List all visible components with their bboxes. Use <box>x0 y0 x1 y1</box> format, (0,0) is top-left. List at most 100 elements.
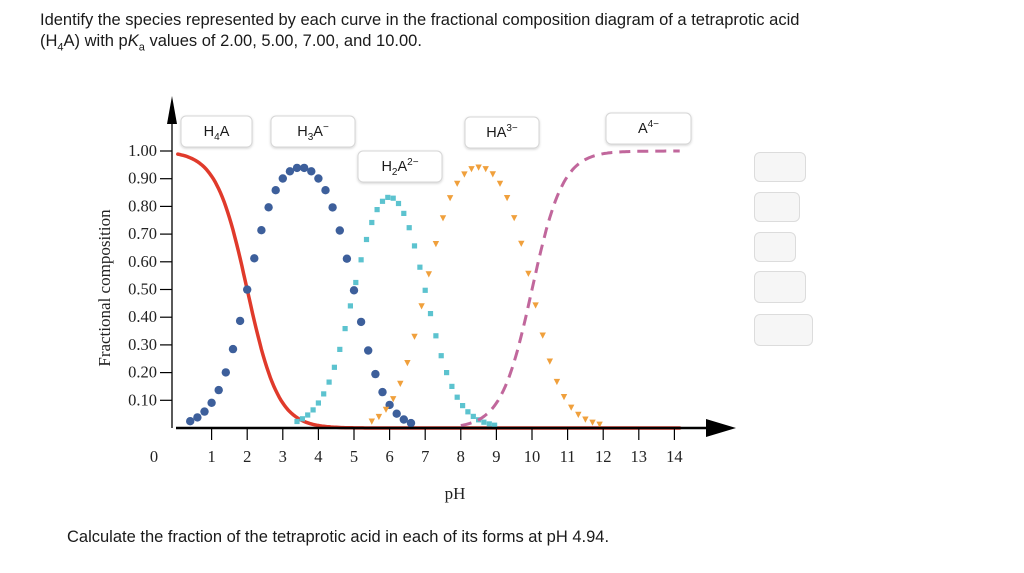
h3a-point <box>214 385 223 395</box>
label-box <box>357 150 443 183</box>
q-sub: 4 <box>57 41 64 54</box>
x-tick-label: 9 <box>492 447 500 466</box>
y-tick-label: 0.30 <box>128 335 157 354</box>
h3a-point <box>264 203 273 212</box>
y-tick-label: 0.40 <box>128 307 157 326</box>
h2a-point <box>358 257 364 263</box>
h2a-point <box>385 194 391 200</box>
ha-point <box>525 270 532 277</box>
ha-point <box>582 416 589 423</box>
h3a-point <box>257 226 266 235</box>
h3a-point <box>292 163 302 173</box>
q-sub: a <box>138 41 145 54</box>
y-tick-label: 0.50 <box>128 280 157 299</box>
h2a-point <box>369 219 375 226</box>
h3a-point <box>200 407 209 416</box>
h3a-point <box>335 226 344 235</box>
species-label-text: HA3− <box>486 123 518 141</box>
h3a-point <box>250 254 259 263</box>
h2a-point <box>390 195 396 201</box>
label-tail: A <box>220 124 230 140</box>
h3a-point <box>278 174 287 183</box>
x-tick-label: 1 <box>207 447 215 466</box>
h2a-point <box>321 391 327 397</box>
h2a-point <box>460 403 466 409</box>
h3a-point <box>321 186 330 195</box>
ha-point <box>482 166 489 173</box>
h2a-point <box>470 413 476 419</box>
h2a-point <box>347 303 353 309</box>
label-main: H <box>297 124 307 140</box>
ha-point <box>496 180 504 187</box>
question-line-1: Identify the species represented by each… <box>40 11 800 29</box>
h2a-point <box>331 364 337 370</box>
h3a-point <box>300 163 309 173</box>
y-tick-label: 0.70 <box>128 224 157 243</box>
drop-slot-2[interactable] <box>754 192 800 222</box>
drop-slot-5[interactable] <box>754 314 813 346</box>
axes-layer: 1.00 0.90 0.80 0.70 0.60 0.50 0.40 0.30 0.20 0.10… <box>95 96 736 503</box>
drop-slot-3[interactable] <box>754 232 796 262</box>
x-tick-label: 14 <box>666 447 683 466</box>
series-a <box>460 149 680 427</box>
h2a-point <box>406 225 412 231</box>
ha-point <box>568 404 575 411</box>
y-axis-title: Fractional composition <box>95 209 114 367</box>
h3a-point <box>342 254 352 263</box>
h2a-point <box>481 419 487 425</box>
h3a-point <box>314 174 323 183</box>
y-tick-label: 0.10 <box>128 390 157 409</box>
species-label-h3a[interactable]: H3A− <box>270 115 356 148</box>
h3a-point <box>356 317 366 327</box>
h2a-point <box>427 311 434 317</box>
species-label-text: H2A2− <box>381 157 418 178</box>
h3a-point <box>399 415 408 424</box>
species-label-a[interactable]: A4− <box>605 112 692 145</box>
h3a-point <box>243 285 252 294</box>
drop-slot-1[interactable] <box>754 152 806 182</box>
h2a-point <box>299 416 305 422</box>
ha-point <box>390 396 397 403</box>
label-sub: 4 <box>214 132 220 143</box>
ha-point <box>454 180 461 187</box>
x-tick-label: 3 <box>279 447 287 466</box>
ha-point <box>539 332 546 339</box>
ha-point <box>382 406 390 413</box>
h2a-point <box>363 236 370 243</box>
h2a-point <box>444 370 450 376</box>
series-h4a <box>176 152 682 430</box>
y-tick-label: 0.80 <box>128 196 157 215</box>
h3a-point <box>221 368 230 377</box>
h3a-point <box>406 418 416 428</box>
label-tail: A <box>313 124 323 140</box>
species-label-text: H3A− <box>297 122 329 143</box>
x-tick-label: 2 <box>243 447 251 466</box>
ha-point <box>553 378 561 386</box>
species-label-ha[interactable]: HA3− <box>464 116 540 149</box>
species-label-h2a[interactable]: H2A2− <box>357 150 443 183</box>
species-label-h4a[interactable]: H4A <box>180 115 253 148</box>
h2a-point <box>438 353 444 359</box>
x-tick-label: 0 <box>150 447 158 466</box>
question-line-2: (H4A) with pKa values of 2.00, 5.00, 7.0… <box>40 31 1000 58</box>
h3a-point <box>285 167 295 176</box>
labels-layer: H4A H3A−H2A2−HA3− A4− <box>180 112 692 183</box>
a-curve <box>460 149 680 427</box>
label-sup: 2− <box>407 157 419 168</box>
h3a-point <box>207 398 216 407</box>
x-tick-label: 5 <box>350 447 358 466</box>
series-h2a <box>294 194 498 428</box>
h2a-point <box>342 326 348 332</box>
species-label-text: A4− <box>638 119 659 137</box>
h3a-point <box>307 167 316 176</box>
h2a-point <box>374 207 380 213</box>
drop-slot-4[interactable] <box>754 271 806 303</box>
x-tick-label: 7 <box>421 447 429 466</box>
series-ha <box>368 164 603 428</box>
h4a-curve <box>176 152 682 430</box>
series-layer <box>176 149 682 430</box>
h2a-point <box>353 279 359 286</box>
label-sub: 2 <box>392 167 398 178</box>
ha-point <box>411 333 418 340</box>
